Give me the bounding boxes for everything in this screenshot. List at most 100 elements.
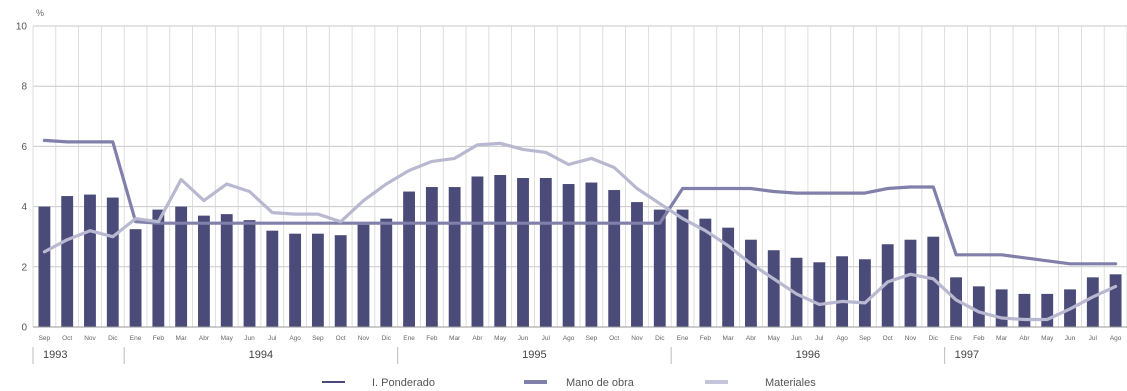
x-tick-label: Dic — [655, 335, 665, 342]
x-tick-label: Nov — [905, 335, 917, 342]
bar — [494, 174, 507, 327]
line-materiales — [42, 141, 1118, 322]
bar — [175, 206, 188, 327]
x-tick-label: May — [1041, 335, 1054, 342]
bar — [767, 250, 780, 327]
bar — [198, 215, 210, 327]
bar — [1041, 293, 1054, 327]
x-tick-label: Ene — [130, 335, 142, 342]
bar — [403, 191, 415, 327]
bar — [972, 286, 985, 327]
x-tick-label: Sep — [859, 335, 871, 342]
x-tick-label: Mar — [723, 335, 735, 342]
bar — [539, 178, 552, 327]
x-tick-label: Oct — [883, 335, 893, 342]
bar — [129, 229, 142, 327]
y-tick-label: 0 — [21, 323, 27, 334]
bar — [357, 224, 370, 327]
bar — [631, 202, 643, 327]
bar — [448, 187, 461, 327]
x-tick-label: Nov — [631, 335, 643, 342]
x-tick-label: Mar — [449, 335, 461, 342]
x-tick-label: Oct — [62, 335, 72, 342]
y-tick-label: 6 — [21, 142, 27, 153]
bar — [653, 209, 666, 327]
bar — [471, 176, 484, 327]
bar — [813, 262, 826, 327]
bar — [1109, 274, 1122, 327]
x-tick-label: Ago — [563, 335, 575, 342]
x-tick-label: Abr — [199, 335, 210, 342]
bar — [585, 182, 598, 327]
x-tick-label: Ene — [950, 335, 962, 342]
bar — [220, 214, 233, 327]
bar — [380, 218, 393, 327]
bar — [927, 236, 940, 327]
x-tick-label: May — [494, 335, 507, 342]
x-tick-label: Feb — [426, 335, 438, 342]
x-tick-label: Ene — [403, 335, 415, 342]
bar — [881, 244, 894, 327]
bar — [836, 256, 849, 327]
x-tick-label: Oct — [336, 335, 346, 342]
bar — [266, 230, 279, 327]
legend-label-i-ponderado: I. Ponderado — [372, 377, 435, 389]
x-tick-label: Ago — [1110, 335, 1122, 342]
y-tick-label: 10 — [16, 22, 28, 33]
bar — [858, 259, 871, 327]
x-tick-label: Ago — [836, 335, 848, 342]
x-tick-label: Jul — [542, 335, 551, 342]
bar — [608, 190, 621, 327]
x-tick-label: Nov — [358, 335, 370, 342]
bar — [334, 235, 347, 327]
bar — [38, 206, 51, 327]
bar — [995, 289, 1008, 327]
x-tick-label: Jun — [791, 335, 802, 342]
y-tick-label: 8 — [21, 82, 27, 93]
bar — [243, 220, 256, 327]
x-tick-label: May — [221, 335, 234, 342]
bar-series-i-ponderado — [38, 174, 1122, 327]
legend: I. Ponderado Mano de obra Materiales — [322, 377, 816, 389]
bar — [745, 239, 757, 327]
x-tick-label: Abr — [1019, 335, 1030, 342]
bar — [425, 187, 438, 327]
bar — [106, 197, 119, 327]
x-tick-label: Feb — [700, 335, 712, 342]
bar — [517, 178, 529, 327]
bar — [84, 194, 96, 327]
x-tick-label: Ene — [677, 335, 689, 342]
x-tick-label: Dic — [382, 335, 392, 342]
year-label: 1994 — [249, 349, 273, 361]
x-tick-label: Jun — [518, 335, 529, 342]
y-tick-label: 2 — [21, 262, 27, 273]
line-series — [42, 138, 1118, 322]
x-tick-label: Nov — [84, 335, 96, 342]
x-tick-label: Jul — [815, 335, 824, 342]
legend-label-materiales: Materiales — [765, 377, 816, 389]
bar — [1018, 293, 1031, 327]
x-tick-label: Sep — [312, 335, 324, 342]
x-tick-label: Abr — [472, 335, 483, 342]
x-tick-label: Feb — [973, 335, 985, 342]
bar — [1086, 277, 1099, 327]
bar — [676, 209, 689, 327]
x-tick-label: Sep — [39, 335, 51, 342]
x-tick-label: Mar — [176, 335, 188, 342]
bar — [950, 277, 962, 327]
x-tick-label: Abr — [746, 335, 757, 342]
x-tick-label: Feb — [153, 335, 165, 342]
y-axis-ticks: 0 2 4 6 8 10 — [16, 22, 28, 334]
bar — [562, 184, 575, 327]
line-mano-de-obra — [42, 138, 1118, 266]
bar — [699, 218, 712, 327]
x-tick-label: Ago — [289, 335, 301, 342]
bar — [289, 233, 302, 327]
x-axis: Sep Oct Nov Dic Ene Feb Mar Abr May Jun Jul Ago Sep O… — [32, 326, 1127, 364]
x-tick-label: Jul — [1089, 335, 1098, 342]
bar — [722, 227, 735, 327]
year-label: 1993 — [43, 349, 67, 361]
bar — [61, 196, 74, 327]
x-tick-label: Dic — [108, 335, 118, 342]
